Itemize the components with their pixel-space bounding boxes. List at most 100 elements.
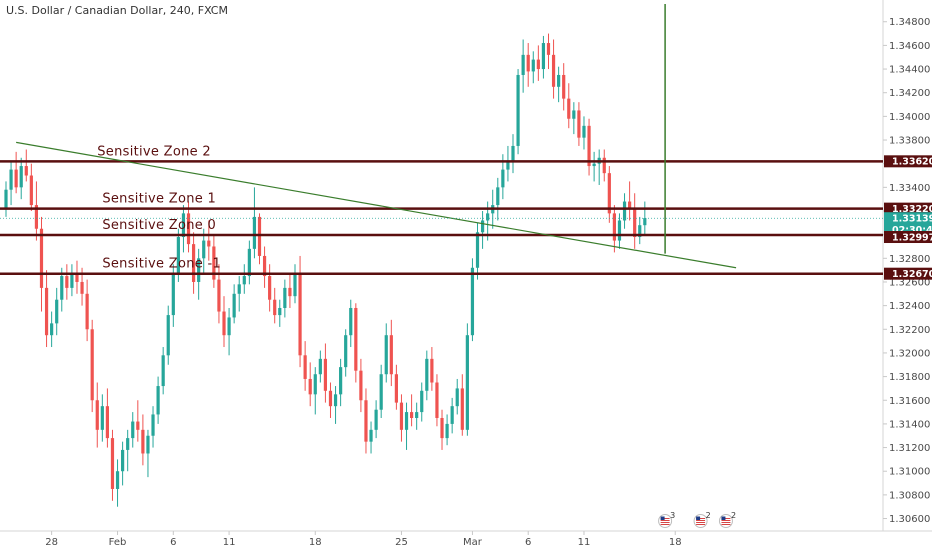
candle-body <box>359 370 363 401</box>
y-tick-label: 1.33800 <box>889 136 930 147</box>
candle-body <box>333 394 338 407</box>
y-tick-label: 1.31200 <box>889 443 930 454</box>
candle-body <box>354 307 358 371</box>
candle-body <box>318 358 322 375</box>
candle-body <box>551 54 556 87</box>
candle-body <box>592 163 596 167</box>
candle-body <box>506 161 510 170</box>
candle-body <box>612 213 616 241</box>
flag-count: 2 <box>731 511 736 520</box>
candle-body <box>572 110 576 119</box>
candle-body <box>557 74 561 87</box>
time-axis[interactable]: 28 Feb 6 11 18 25 Mar 6 11 18 <box>45 531 682 548</box>
flag-canton <box>721 516 726 520</box>
candle-body <box>110 438 115 489</box>
us-flag-icon[interactable]: 2 <box>718 511 736 528</box>
candle-body <box>384 335 388 375</box>
y-tick-label: 1.32800 <box>889 254 930 265</box>
candle-body <box>374 409 378 430</box>
candle-body <box>75 272 79 282</box>
candle-body <box>415 412 419 418</box>
zone-label: Sensitive Zone -1 <box>102 257 221 272</box>
chart-title: U.S. Dollar / Canadian Dollar, 240, FXCM <box>6 4 228 17</box>
candle-body <box>232 293 236 318</box>
candle-body <box>85 293 89 330</box>
candle-body <box>70 272 74 288</box>
candle-body <box>146 435 150 454</box>
candle-body <box>197 258 201 282</box>
y-tick-label: 1.31600 <box>889 396 930 407</box>
candle-body <box>136 421 140 430</box>
event-flags-layer: 3 2 2 <box>658 511 736 528</box>
candle-body <box>237 284 241 294</box>
candle-body <box>50 323 54 336</box>
candle-body <box>339 367 343 395</box>
candle-body <box>410 412 414 418</box>
us-flag-icon[interactable]: 3 <box>658 511 676 528</box>
candle-body <box>252 216 257 249</box>
candle-body <box>344 335 348 368</box>
zone-price-tag-text: 1.32997 <box>892 232 932 243</box>
y-tick-label: 1.30800 <box>889 490 930 501</box>
candle-body <box>496 187 500 206</box>
candle-body <box>313 374 317 395</box>
candle-body <box>100 406 104 430</box>
candle-body <box>34 205 39 229</box>
candle-body <box>622 201 627 221</box>
candles-layer <box>4 33 647 507</box>
candle-body <box>156 386 160 415</box>
zone-price-tag <box>884 267 932 280</box>
zone-price-tag-text: 1.32670 <box>892 269 932 280</box>
candle-body <box>475 232 480 268</box>
y-tick-label: 1.34600 <box>889 41 930 52</box>
y-tick-label: 1.32600 <box>889 277 930 288</box>
flag-count: 3 <box>670 511 675 520</box>
candle-body <box>121 449 125 472</box>
candle-body <box>633 208 637 238</box>
candle-body <box>283 287 287 308</box>
candle-body <box>126 438 130 450</box>
candle-body <box>217 279 221 312</box>
candle-body <box>247 248 251 277</box>
candle-body <box>531 59 535 72</box>
zone-price-tag-text: 1.33220 <box>892 204 932 215</box>
candle-body <box>227 317 231 336</box>
y-tick-label: 1.31800 <box>889 372 930 383</box>
candle-body <box>617 220 622 241</box>
candle-body <box>273 299 277 316</box>
candle-body <box>486 213 490 221</box>
y-tick-label: 1.34800 <box>889 17 930 28</box>
candle-body <box>9 169 13 190</box>
us-flag-icon[interactable]: 2 <box>693 511 711 528</box>
x-tick-label: 6 <box>525 537 531 548</box>
candle-body <box>298 272 302 356</box>
candle-body <box>4 189 8 209</box>
candle-body <box>131 421 135 439</box>
x-tick-label: 18 <box>669 537 682 548</box>
candle-body <box>65 276 69 288</box>
candle-body <box>455 388 459 407</box>
x-tick-label: 11 <box>223 537 236 548</box>
candle-body <box>364 400 368 442</box>
candle-body <box>567 98 571 119</box>
price-axis[interactable]: 1.34800 1.34600 1.34400 1.34200 1.34000 1.338… <box>883 17 930 525</box>
candle-body <box>425 358 429 391</box>
candle-body <box>546 43 551 55</box>
candle-body <box>328 390 333 407</box>
candle-body <box>186 213 191 245</box>
candle-body <box>501 169 505 188</box>
trend-line[interactable] <box>16 141 737 269</box>
countdown-text: 02:30:45 <box>892 225 932 236</box>
x-tick-label: 11 <box>578 537 591 548</box>
y-tick-label: 1.34400 <box>889 65 930 76</box>
candle-body <box>55 299 59 324</box>
candle-body <box>191 244 196 282</box>
x-tick-label: 18 <box>309 537 322 548</box>
x-tick-label: Mar <box>463 537 483 548</box>
candle-body <box>60 276 64 300</box>
y-tick-label: 1.31400 <box>889 419 930 430</box>
candle-body <box>643 218 647 226</box>
y-tick-label: 1.34200 <box>889 88 930 99</box>
candle-body <box>278 307 282 316</box>
